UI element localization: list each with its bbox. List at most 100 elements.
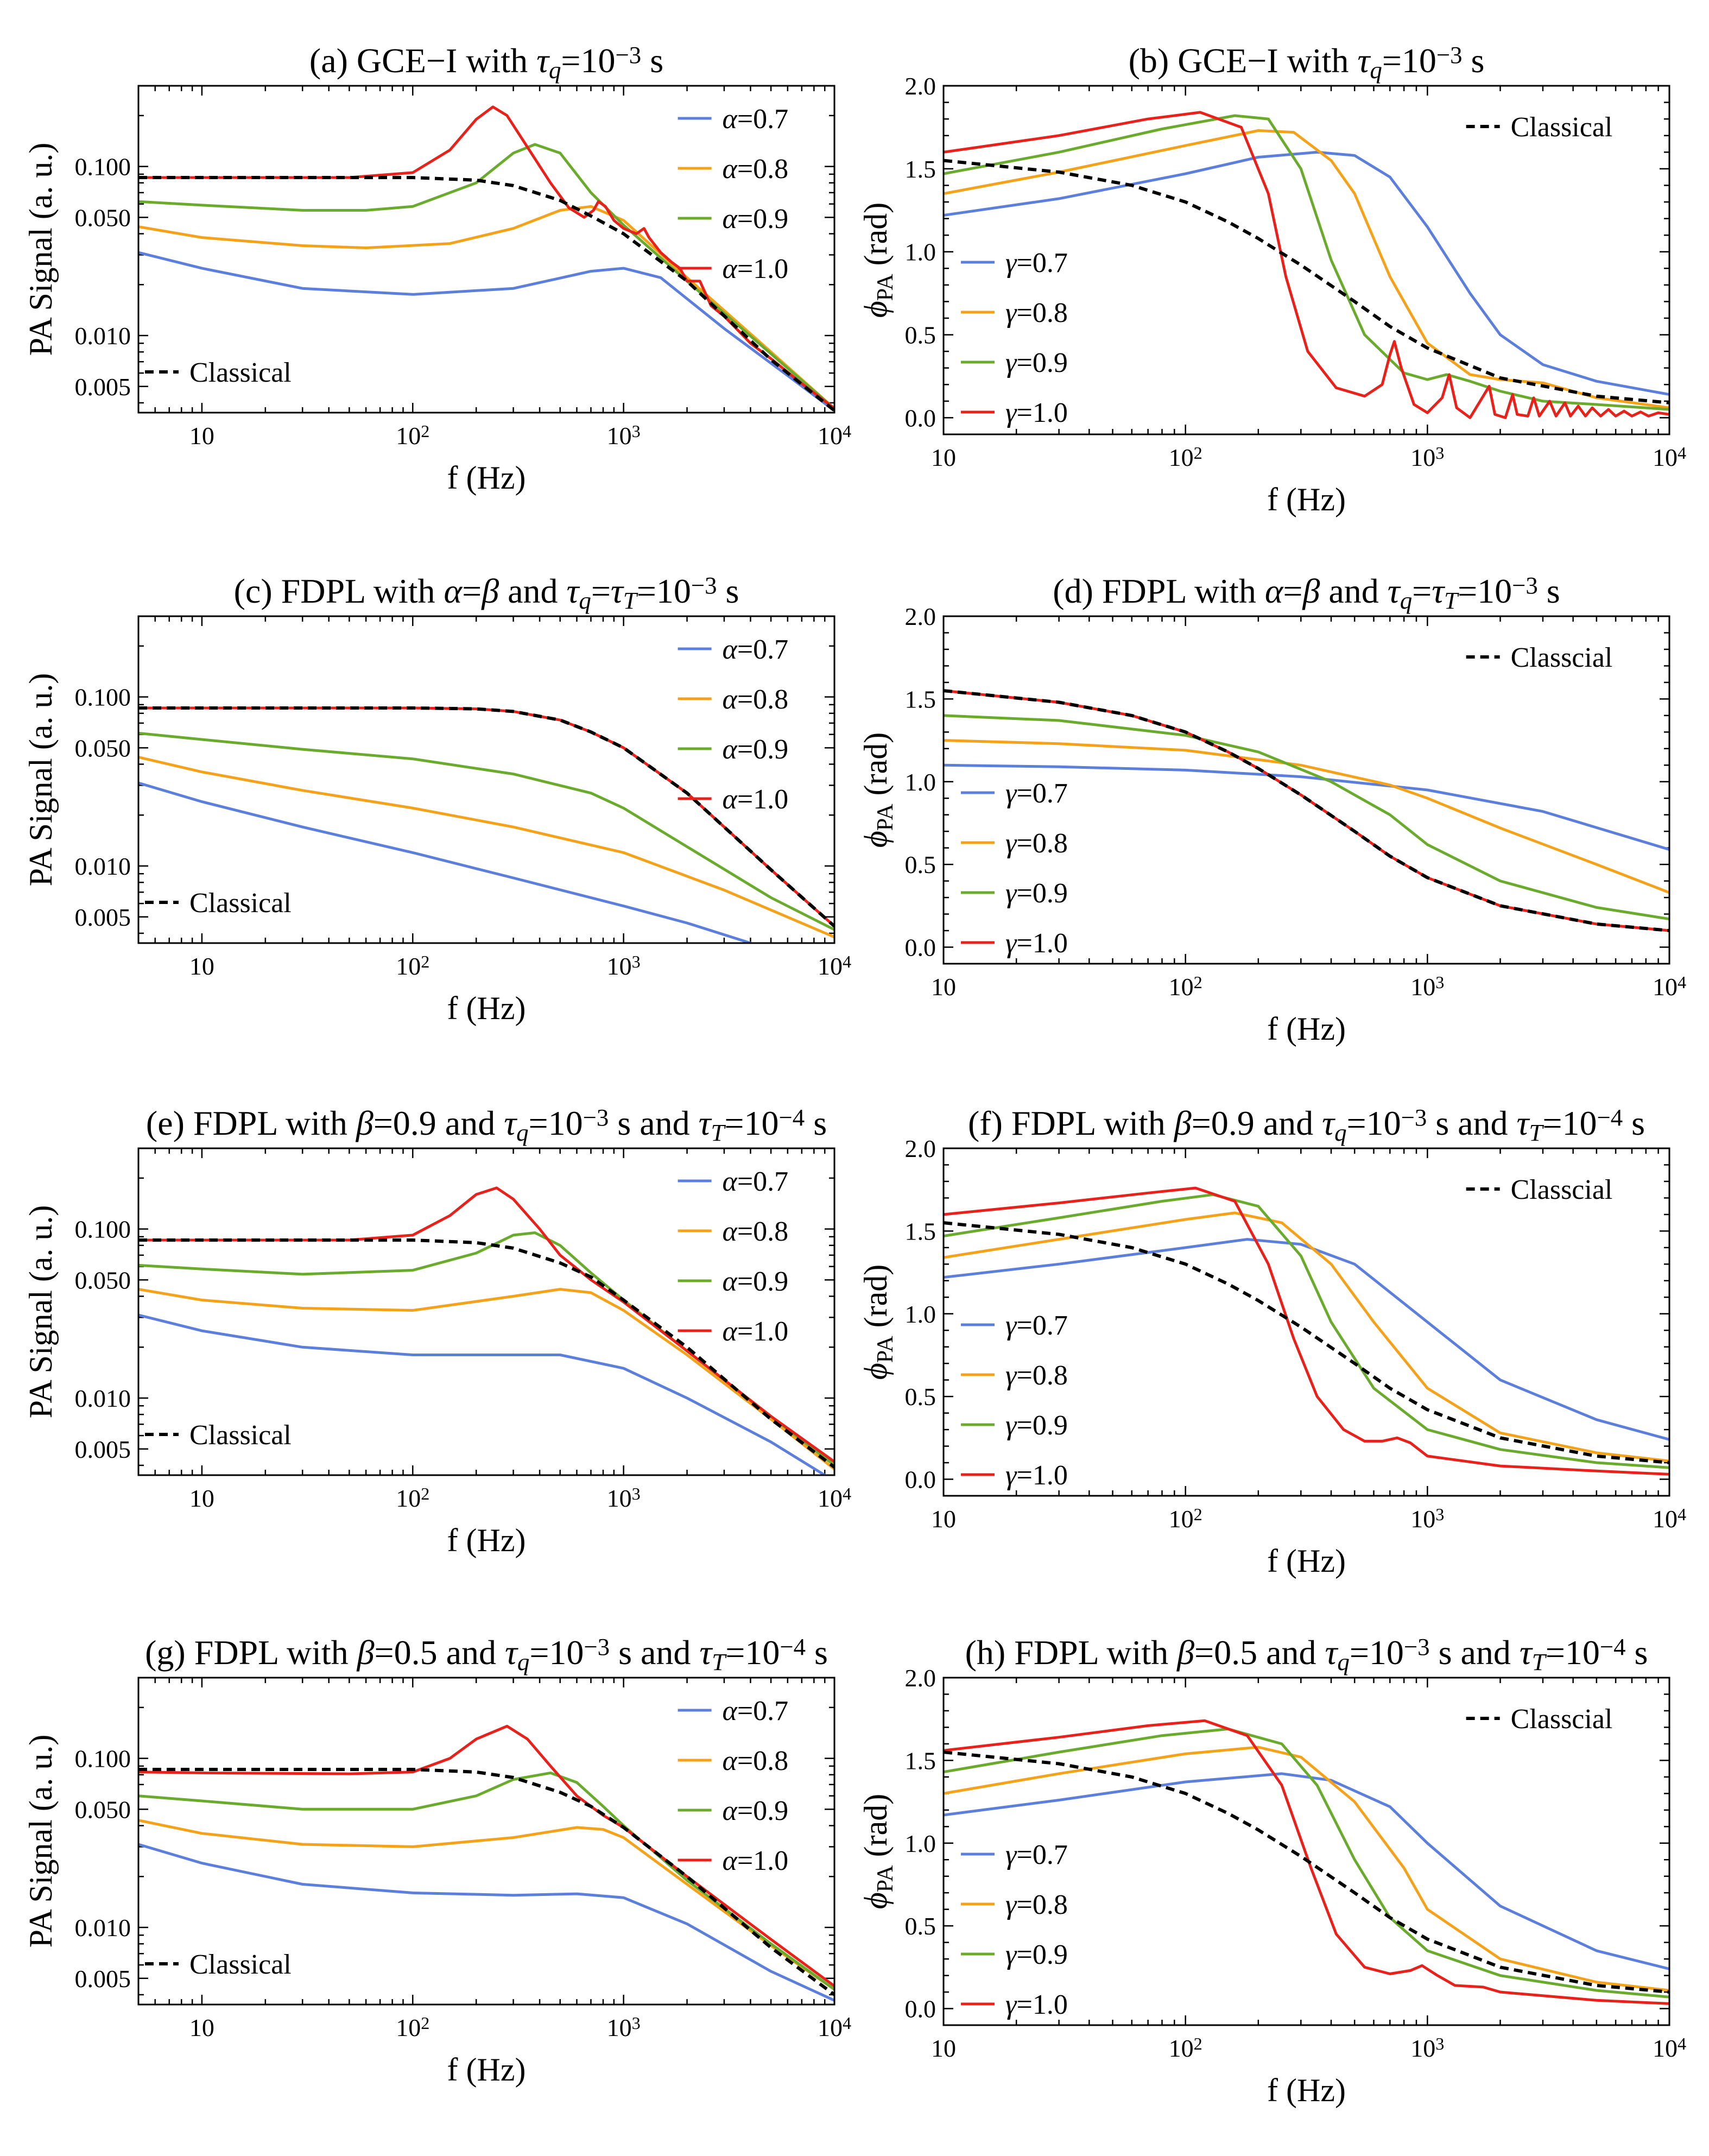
series-line-γ=0.9	[944, 1193, 1669, 1469]
panel-title: (a) GCE−I with τq=10−3 s	[309, 41, 663, 84]
series-line-γ=0.7	[944, 1238, 1669, 1441]
series-line-α=0.8	[138, 205, 834, 410]
series-lines	[944, 111, 1669, 419]
plot-frame	[137, 1677, 835, 2006]
x-axis-ticks: 10 102 103 104	[931, 1678, 1686, 2062]
series-line-Classical	[944, 1221, 1669, 1464]
series-line-α=0.7	[138, 1313, 826, 1475]
plot-frame	[137, 85, 835, 414]
series-line-α=0.9	[138, 1771, 834, 1991]
legend: α=0.7 α=0.8 α=0.9 α=1.0 Classical	[145, 104, 788, 388]
panel-a: (a) GCE−I with τq=10−3 s 10 102 103 104 0.005…	[23, 41, 851, 496]
x-axis-ticks: 10 102 103 104	[137, 616, 851, 980]
legend-label: α=1.0	[723, 784, 789, 815]
legend-label: α=0.9	[723, 734, 789, 765]
plot-frame	[942, 85, 1670, 435]
legend-label: α=0.8	[723, 154, 789, 185]
legend: γ=0.7 γ=0.8 γ=0.9 γ=1.0 Classcial	[961, 642, 1612, 959]
legend-label-classical: Classcial	[1511, 1704, 1613, 1735]
y-tick-label: 0.5	[905, 1383, 936, 1411]
panel-f: (f) FDPL with β=0.9 and τq=10−3 s and τT…	[858, 1104, 1686, 1579]
panel-b: (b) GCE−I with τq=10−3 s10 102 103 1040.00.…	[858, 41, 1686, 517]
x-tick-label: 104	[1653, 1504, 1686, 1533]
legend-label: γ=0.8	[1005, 1360, 1068, 1391]
y-tick-label: 1.0	[905, 768, 936, 796]
x-axis-label: f (Hz)	[1267, 1011, 1346, 1047]
x-tick-label: 102	[1169, 972, 1202, 1001]
x-tick-label: 104	[1653, 443, 1686, 471]
series-line-γ=0.7	[944, 1772, 1669, 1970]
legend-label: γ=0.7	[1005, 1839, 1068, 1870]
series-line-γ=1.0	[944, 1719, 1669, 2005]
x-axis-label: f (Hz)	[1267, 2072, 1346, 2108]
y-axis-ticks: 0.005 0.010 0.050 0.100	[75, 1177, 834, 1466]
legend: α=0.7 α=0.8 α=0.9 α=1.0 Classical	[145, 1166, 788, 1451]
panel-d: (d) FDPL with α=β and τq=τT=10−3 s10 102 1…	[858, 572, 1686, 1047]
y-tick-label: 0.005	[75, 1965, 131, 1993]
legend-label: γ=1.0	[1005, 397, 1068, 428]
y-axis-label: PA Signal (a. u.)	[23, 673, 59, 887]
x-axis-ticks: 10 102 103 104	[931, 616, 1686, 1001]
y-tick-label: 0.050	[75, 1266, 131, 1294]
series-line-γ=0.8	[944, 129, 1669, 409]
y-tick-label: 0.050	[75, 1795, 131, 1823]
legend: γ=0.7 γ=0.8 γ=0.9 γ=1.0 Classcial	[961, 1704, 1612, 2020]
x-tick-label: 10	[931, 973, 956, 1001]
panel-title: (b) GCE−I with τq=10−3 s	[1129, 41, 1485, 84]
x-tick-label: 102	[396, 1484, 429, 1512]
series-lines	[138, 706, 834, 943]
y-axis-ticks: 0.0 0.5 1.0 1.5 2.0	[905, 1135, 1669, 1494]
y-tick-label: 0.010	[75, 852, 131, 880]
legend-label: α=0.8	[723, 1746, 789, 1776]
legend-label: γ=1.0	[1005, 1989, 1068, 2020]
panel-title: (f) FDPL with β=0.9 and τq=10−3 s and τT…	[968, 1104, 1645, 1146]
legend-label: α=1.0	[723, 1316, 789, 1347]
x-axis-ticks: 10 102 103 104	[137, 86, 851, 450]
x-tick-label: 10	[189, 952, 214, 980]
x-tick-label: 104	[1653, 972, 1686, 1001]
panel-g: (g) FDPL with β=0.5 and τq=10−3 s and τT…	[23, 1633, 851, 2088]
panel-title: (h) FDPL with β=0.5 and τq=10−3 s and τT…	[965, 1633, 1648, 1676]
legend: γ=0.7 γ=0.8 γ=0.9 γ=1.0 Classical	[961, 112, 1612, 428]
x-tick-label: 10	[931, 2034, 956, 2062]
y-tick-label: 1.5	[905, 685, 936, 713]
series-line-α=0.8	[138, 756, 834, 939]
legend-label: γ=0.7	[1005, 778, 1068, 809]
series-line-γ=0.9	[944, 1728, 1669, 1999]
y-tick-label: 1.0	[905, 1830, 936, 1857]
x-axis-label: f (Hz)	[447, 2052, 526, 2088]
x-tick-label: 103	[607, 2013, 641, 2041]
series-line-α=0.9	[138, 731, 834, 931]
series-line-Classical	[138, 706, 834, 928]
legend-label: γ=0.7	[1005, 1310, 1068, 1341]
series-line-γ=0.8	[944, 1211, 1669, 1463]
y-tick-label: 2.0	[905, 603, 936, 630]
legend-label: γ=0.8	[1005, 1889, 1068, 1920]
x-axis-ticks: 10 102 103 104	[931, 86, 1686, 471]
x-tick-label: 103	[1410, 1504, 1444, 1533]
y-tick-label: 0.100	[75, 1216, 131, 1243]
y-axis-ticks: 0.0 0.5 1.0 1.5 2.0	[905, 1664, 1669, 2023]
legend-label: α=0.9	[723, 1266, 789, 1297]
y-tick-label: 1.5	[905, 155, 936, 183]
plot-frame	[942, 1677, 1670, 2026]
legend-label-classical: Classical	[1511, 112, 1613, 143]
legend-label: γ=0.9	[1005, 878, 1068, 909]
legend-label: α=0.8	[723, 684, 789, 715]
series-lines	[138, 105, 834, 412]
series-line-Classical	[944, 159, 1669, 404]
legend: γ=0.7 γ=0.8 γ=0.9 γ=1.0 Classcial	[961, 1174, 1612, 1491]
y-tick-label: 0.005	[75, 903, 131, 931]
y-axis-ticks: 0.0 0.5 1.0 1.5 2.0	[905, 603, 1669, 962]
panel-title: (g) FDPL with β=0.5 and τq=10−3 s and τT…	[145, 1633, 828, 1676]
y-tick-label: 0.0	[905, 1466, 936, 1494]
series-lines	[944, 689, 1669, 932]
legend-label: γ=0.9	[1005, 347, 1068, 378]
x-tick-label: 103	[607, 421, 641, 450]
y-tick-label: 0.100	[75, 153, 131, 181]
y-axis-label: ϕPA (rad)	[858, 1264, 898, 1380]
legend-label: α=1.0	[723, 1845, 789, 1876]
y-tick-label: 1.0	[905, 238, 936, 266]
y-axis-label: ϕPA (rad)	[858, 1794, 898, 1909]
